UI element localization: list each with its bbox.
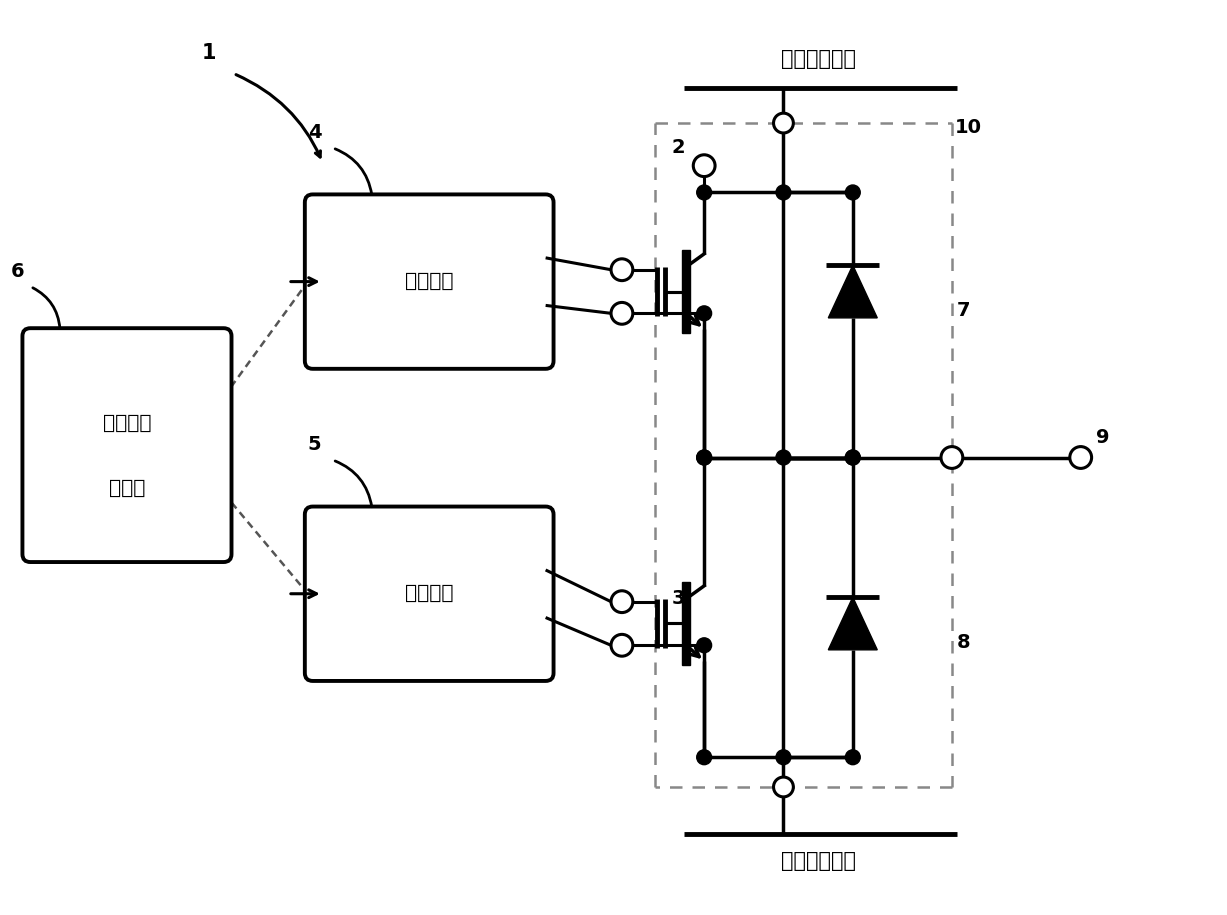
Text: 低电位侧电源: 低电位侧电源 [780,851,855,871]
Text: 8: 8 [957,633,971,652]
Text: 6: 6 [11,262,25,281]
Circle shape [845,749,860,765]
Circle shape [775,185,791,199]
Polygon shape [828,597,877,650]
Text: 上级控制: 上级控制 [103,414,151,433]
Text: 高电位侧电源: 高电位侧电源 [780,48,855,69]
Circle shape [773,113,794,133]
Circle shape [611,303,633,324]
Text: 9: 9 [1096,427,1109,447]
Circle shape [845,450,860,465]
Polygon shape [682,250,691,333]
Text: 2: 2 [671,138,685,156]
FancyBboxPatch shape [304,194,553,369]
Text: 驱动电路: 驱动电路 [405,272,454,291]
Text: 7: 7 [957,301,971,320]
FancyBboxPatch shape [304,507,553,681]
Circle shape [697,306,712,321]
Circle shape [775,450,791,465]
FancyBboxPatch shape [22,328,232,562]
Circle shape [611,591,633,612]
Circle shape [697,450,712,465]
Circle shape [1070,447,1092,468]
Circle shape [697,450,712,465]
Circle shape [773,777,794,797]
Circle shape [941,447,963,468]
Polygon shape [828,265,877,318]
Text: 4: 4 [308,123,321,142]
Text: 驱动电路: 驱动电路 [405,585,454,603]
Circle shape [611,259,633,281]
Circle shape [775,749,791,765]
Text: 1: 1 [201,43,216,62]
Circle shape [697,185,712,199]
Circle shape [845,185,860,199]
Text: 3: 3 [671,588,685,608]
Polygon shape [682,582,691,665]
Circle shape [611,634,633,656]
Circle shape [697,638,712,652]
Circle shape [697,749,712,765]
Text: 10: 10 [955,118,982,137]
Circle shape [693,155,715,177]
Text: 5: 5 [308,435,321,454]
Text: 电路部: 电路部 [109,479,145,498]
Circle shape [845,450,860,465]
